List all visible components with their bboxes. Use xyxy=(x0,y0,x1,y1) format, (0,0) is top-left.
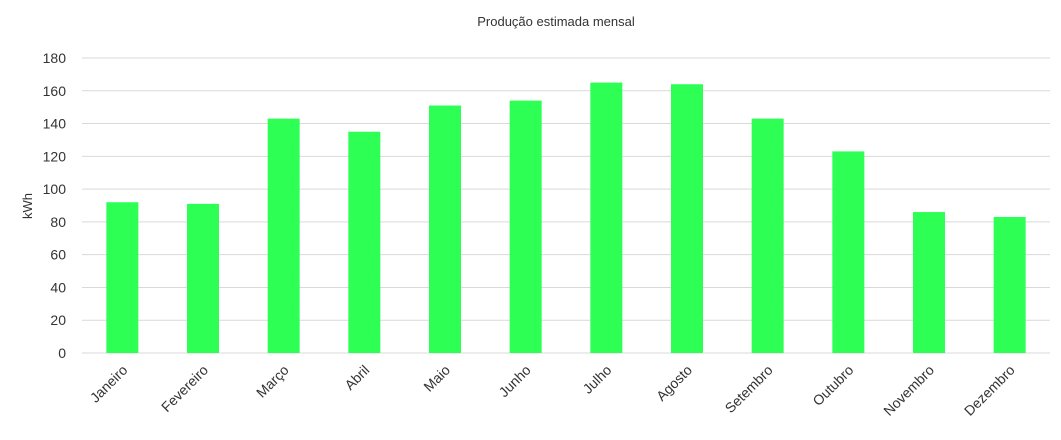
x-tick-label: Novembro xyxy=(880,362,937,419)
x-tick-label: Setembro xyxy=(722,362,776,416)
bar-outubro xyxy=(832,151,865,353)
x-tick-label: Março xyxy=(253,362,292,401)
bars xyxy=(106,82,1026,354)
bar-julho xyxy=(590,82,623,353)
y-tick-label: 120 xyxy=(43,148,67,164)
x-tick-label: Abril xyxy=(341,362,372,393)
bar-março xyxy=(267,118,300,353)
x-tick-label: Dezembro xyxy=(961,362,1018,419)
y-axis-ticks: 0 20 40 60 80 100 120 140 160 180 xyxy=(43,50,67,361)
gridlines xyxy=(82,57,1050,354)
y-tick-label: 20 xyxy=(50,312,66,328)
y-tick-label: 140 xyxy=(43,116,67,132)
bar-junho xyxy=(509,100,542,353)
y-tick-label: 0 xyxy=(58,345,66,361)
y-tick-label: 80 xyxy=(50,214,66,230)
bar-agosto xyxy=(671,84,703,353)
y-tick-label: 40 xyxy=(50,279,66,295)
x-tick-label: Maio xyxy=(420,362,453,395)
x-tick-label: Outubro xyxy=(809,362,856,409)
x-axis-ticks: Janeiro Fevereiro Março Abril Maio Junho Julho… xyxy=(87,362,1018,419)
bar-maio xyxy=(429,105,461,354)
chart-title: Produção estimada mensal xyxy=(477,14,635,29)
y-tick-label: 100 xyxy=(43,181,67,197)
x-tick-label: Junho xyxy=(495,362,533,400)
x-tick-label: Agosto xyxy=(653,362,695,404)
bar-abril xyxy=(348,131,381,353)
y-tick-label: 180 xyxy=(43,50,67,66)
bar-fevereiro xyxy=(187,203,219,353)
y-tick-label: 60 xyxy=(50,247,66,263)
x-tick-label: Janeiro xyxy=(87,362,131,406)
y-axis-label: kWh xyxy=(20,193,35,219)
bar-janeiro xyxy=(106,202,139,353)
bar-setembro xyxy=(751,118,784,353)
x-tick-label: Julho xyxy=(579,362,614,397)
bar-dezembro xyxy=(993,216,1026,353)
bar-novembro xyxy=(913,212,945,353)
y-tick-label: 160 xyxy=(43,83,67,99)
x-tick-label: Fevereiro xyxy=(158,362,211,415)
